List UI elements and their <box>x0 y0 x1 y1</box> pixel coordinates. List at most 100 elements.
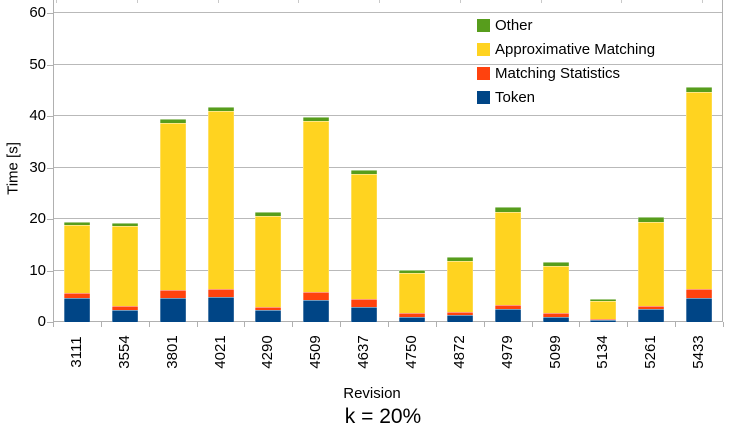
x-tick-label-5134: 5134 <box>594 335 612 369</box>
bar-segment-token <box>446 314 473 322</box>
top-edge-tick <box>379 0 380 3</box>
bar-segment-other <box>303 116 330 122</box>
bar-segment-other <box>255 211 282 216</box>
bar-4637 <box>351 169 378 322</box>
x-tick-label-4979: 4979 <box>498 335 516 369</box>
bar-segment-approximative-matching <box>111 225 138 307</box>
bar-segment-approximative-matching <box>686 92 713 289</box>
y-axis-line <box>53 0 54 322</box>
x-tick-mark <box>723 322 724 327</box>
bar-segment-other <box>446 257 473 262</box>
y-tick-label-10: 10 <box>29 261 46 279</box>
x-tick-label-4750: 4750 <box>402 335 420 369</box>
bar-segment-matching-statistics <box>686 288 713 299</box>
bar-4979 <box>494 207 521 322</box>
bar-segment-other <box>638 217 665 222</box>
bar-segment-token <box>638 309 665 322</box>
bar-segment-matching-statistics <box>398 313 425 318</box>
x-tick-label-5261: 5261 <box>642 335 660 369</box>
legend-item: Other <box>477 13 655 37</box>
bar-segment-approximative-matching <box>255 215 282 307</box>
bar-segment-token <box>398 317 425 322</box>
y-tick-mark <box>47 270 53 272</box>
bar-segment-other <box>542 262 569 266</box>
gridline-10 <box>53 269 723 271</box>
bar-segment-token <box>351 306 378 322</box>
bar-4872 <box>446 257 473 322</box>
x-tick-mark <box>483 322 485 327</box>
legend-swatch-other <box>477 18 490 32</box>
x-tick-mark <box>340 322 342 327</box>
x-axis-title: Revision <box>343 385 401 402</box>
right-border-line <box>722 0 723 322</box>
x-tick-label-5433: 5433 <box>690 335 708 369</box>
y-tick-label-50: 50 <box>29 55 46 73</box>
y-axis-title: Time [s] <box>4 142 22 195</box>
bar-segment-matching-statistics <box>207 288 234 298</box>
x-tick-label-5099: 5099 <box>546 335 564 369</box>
top-edge-tick <box>217 0 219 3</box>
x-tick-mark <box>292 322 294 327</box>
top-edge-tick <box>702 0 703 3</box>
y-tick-mark <box>47 167 53 169</box>
y-tick-mark <box>47 322 53 323</box>
bar-segment-matching-statistics <box>542 313 569 318</box>
x-tick-label-3111: 3111 <box>67 336 85 368</box>
y-tick-mark <box>47 219 53 220</box>
x-tick-label-4509: 4509 <box>307 335 325 369</box>
bar-5134 <box>590 298 617 322</box>
legend-label: Other <box>495 16 533 34</box>
y-tick-label-40: 40 <box>29 107 46 124</box>
bar-segment-approximative-matching <box>494 212 521 305</box>
top-edge-tick <box>136 0 138 3</box>
x-tick-mark <box>53 322 54 327</box>
x-tick-mark <box>627 322 629 327</box>
bar-3554 <box>111 222 138 322</box>
bar-segment-other <box>494 207 521 213</box>
x-axis-line <box>53 321 723 322</box>
bar-segment-matching-statistics <box>590 318 617 320</box>
gridline-50 <box>53 63 723 65</box>
bar-segment-approximative-matching <box>542 265 569 314</box>
legend-item: Token <box>477 85 655 109</box>
x-tick-mark <box>388 322 389 327</box>
top-edge-tick <box>298 0 300 3</box>
bar-segment-other <box>111 222 138 226</box>
bar-segment-other <box>590 298 617 302</box>
bar-segment-other <box>207 107 234 111</box>
bar-4750 <box>398 269 425 322</box>
bar-segment-approximative-matching <box>638 221 665 307</box>
bar-segment-approximative-matching <box>351 173 378 300</box>
bar-segment-token <box>542 317 569 322</box>
bar-5433 <box>686 87 713 322</box>
top-edge-tick <box>459 0 461 3</box>
bar-segment-approximative-matching <box>159 122 186 291</box>
bar-segment-matching-statistics <box>351 299 378 307</box>
bar-5099 <box>542 262 569 322</box>
chart-caption: k = 20% <box>344 405 422 428</box>
x-tick-mark <box>100 322 102 327</box>
legend-label: Matching Statistics <box>495 64 621 82</box>
x-tick-label-4637: 4637 <box>355 335 373 369</box>
top-edge-tick <box>56 0 57 3</box>
y-tick-label-60: 60 <box>29 4 46 21</box>
legend-swatch-approximative-matching <box>477 42 490 56</box>
gridline-60 <box>53 12 723 13</box>
bar-segment-other <box>686 87 713 93</box>
bar-segment-token <box>63 298 90 322</box>
bar-4290 <box>255 211 282 322</box>
bar-segment-other <box>63 221 90 226</box>
bar-segment-other <box>159 118 186 123</box>
x-tick-mark <box>435 322 437 327</box>
bar-segment-token <box>159 298 186 322</box>
bar-segment-token <box>590 319 617 322</box>
y-tick-mark <box>47 116 53 117</box>
gridline-20 <box>53 218 723 219</box>
x-tick-mark <box>579 322 581 327</box>
plot-area <box>53 0 723 322</box>
bar-segment-matching-statistics <box>159 290 186 299</box>
x-tick-label-3554: 3554 <box>115 335 133 369</box>
y-tick-label-0: 0 <box>37 313 46 330</box>
bar-segment-approximative-matching <box>207 110 234 289</box>
